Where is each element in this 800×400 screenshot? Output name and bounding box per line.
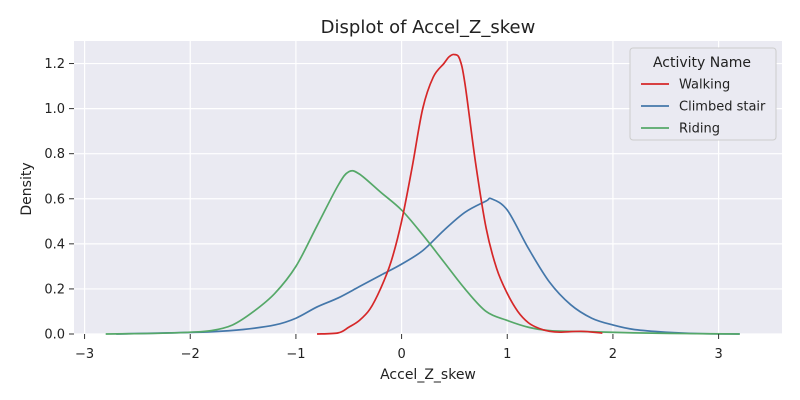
legend-box	[629, 47, 777, 141]
x-tick-label: 2	[609, 347, 617, 362]
x-tick-label: 0	[397, 347, 405, 362]
y-axis-label: Density	[19, 162, 35, 215]
y-tick-label: 0.8	[44, 147, 65, 162]
y-axis-ticks: 0.0 0.2 0.4 0.6 0.8 1.0 1.2	[44, 57, 74, 343]
legend-label-walking: Walking	[679, 78, 730, 93]
x-tick-label: 1	[503, 347, 511, 362]
x-tick-label: −1	[286, 347, 305, 362]
climbed-stair-density-line	[116, 197, 740, 335]
x-axis-label: Accel_Z_skew	[380, 367, 476, 383]
legend-label-riding: Riding	[679, 122, 720, 137]
y-tick-label: 0.4	[44, 237, 65, 252]
walking-density-line	[316, 53, 603, 335]
y-tick-label: 0.2	[44, 282, 65, 297]
y-tick-label: 0.0	[44, 328, 65, 343]
x-tick-label: −3	[75, 347, 94, 362]
x-tick-label: 3	[714, 347, 722, 362]
chart-title: Displot of Accel_Z_skew	[321, 17, 536, 38]
x-tick-label: −2	[181, 347, 200, 362]
legend: Activity Name Walking Climbed stair Riding	[629, 47, 777, 141]
legend-title: Activity Name	[653, 55, 751, 71]
y-tick-label: 1.0	[44, 102, 65, 117]
legend-label-climbed-stair: Climbed stair	[679, 100, 766, 115]
y-tick-label: 0.6	[44, 192, 65, 207]
series-curves	[105, 53, 740, 335]
y-tick-label: 1.2	[44, 57, 65, 72]
x-axis-ticks: −3 −2 −1 0 1 2 3	[75, 334, 723, 362]
grid-lines	[74, 41, 782, 335]
